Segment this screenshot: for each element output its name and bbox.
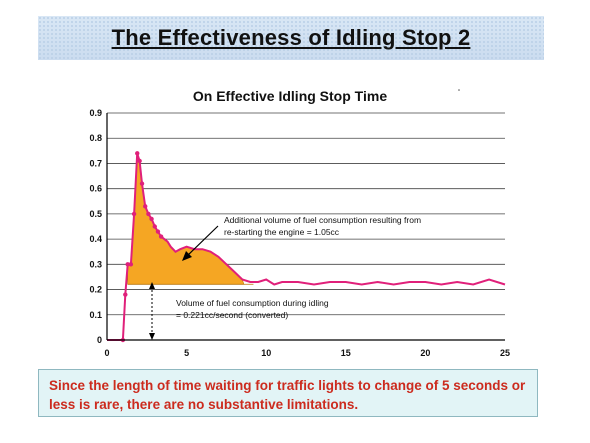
annotation-restart-arrowhead bbox=[182, 251, 192, 261]
y-tick-label: 0 bbox=[97, 335, 102, 345]
title-banner: The Effectiveness of Idling Stop 2 bbox=[38, 16, 544, 60]
data-point bbox=[152, 224, 157, 229]
x-tick-label: 5 bbox=[184, 348, 189, 358]
data-point bbox=[125, 262, 130, 267]
y-tick-label: 0.7 bbox=[89, 158, 102, 168]
annotation-idling-line1: Volume of fuel consumption during idling bbox=[176, 298, 329, 308]
idling-measure-arrow-top bbox=[149, 282, 155, 289]
data-point bbox=[149, 216, 154, 222]
annotation-restart-line1: Additional volume of fuel consumption re… bbox=[224, 215, 421, 225]
y-tick-label: 0.8 bbox=[89, 133, 102, 143]
y-tick-label: 0.1 bbox=[89, 310, 102, 320]
data-point bbox=[158, 234, 164, 239]
data-point bbox=[143, 204, 148, 209]
y-tick-label: 0.2 bbox=[89, 285, 102, 295]
data-point bbox=[137, 158, 142, 164]
limitations-note-text: Since the length of time waiting for tra… bbox=[49, 378, 526, 412]
data-point bbox=[131, 211, 137, 217]
data-point bbox=[128, 262, 134, 267]
data-point bbox=[139, 181, 145, 186]
x-tick-label: 0 bbox=[104, 348, 109, 358]
data-point bbox=[146, 211, 151, 217]
data-point bbox=[123, 292, 128, 297]
slide-title: The Effectiveness of Idling Stop 2 bbox=[111, 25, 471, 50]
chart-title: On Effective Idling Stop Time bbox=[193, 88, 387, 104]
y-tick-label: 0.5 bbox=[89, 209, 102, 219]
fuel-curve bbox=[107, 153, 506, 341]
y-tick-label: 0.4 bbox=[89, 234, 102, 244]
idling-measure-arrow-bottom bbox=[149, 333, 155, 340]
y-tick-labels: 0 0.1 0.2 0.3 0.4 0.5 0.6 0.7 0.8 0.9 bbox=[89, 108, 102, 345]
x-tick-label: 20 bbox=[420, 348, 430, 358]
y-tick-label: 0.9 bbox=[89, 108, 102, 118]
x-tick-labels: 0 5 10 15 20 25 bbox=[104, 348, 510, 358]
x-tick-label: 10 bbox=[261, 348, 271, 358]
y-tick-label: 0.6 bbox=[89, 184, 102, 194]
limitations-note: Since the length of time waiting for tra… bbox=[38, 369, 538, 417]
data-point bbox=[135, 151, 140, 156]
annotation-idling-line2: = 0.221cc/second (converted) bbox=[176, 310, 288, 320]
x-tick-label: 25 bbox=[500, 348, 510, 358]
y-tick-label: 0.3 bbox=[89, 259, 102, 269]
x-tick-label: 15 bbox=[341, 348, 351, 358]
data-point bbox=[155, 229, 161, 234]
annotation-restart-line2: re-starting the engine = 1.05cc bbox=[224, 227, 340, 237]
stray-mark bbox=[458, 89, 460, 91]
annotation-restart-arrow bbox=[185, 225, 219, 258]
fuel-consumption-chart: On Effective Idling Stop Time 0 0.1 0.2 0.3… bbox=[89, 88, 510, 358]
